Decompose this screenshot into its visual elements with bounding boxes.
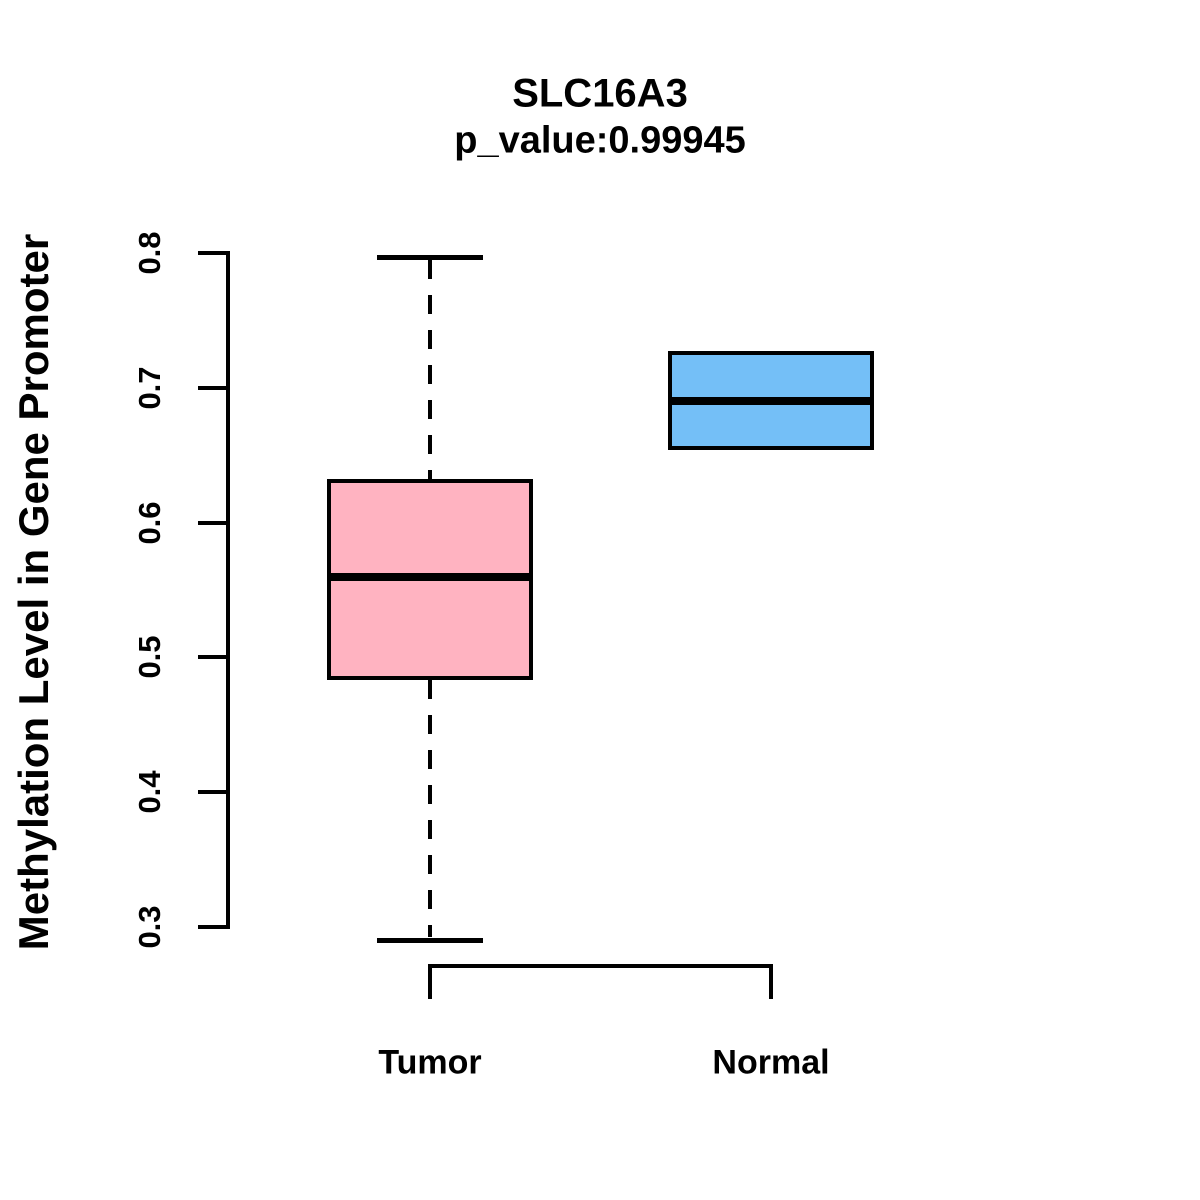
- x-axis-label: Normal: [712, 1043, 830, 1082]
- median-line: [327, 572, 533, 581]
- y-tick: [198, 655, 226, 660]
- y-tick-label: 0.7: [132, 366, 167, 410]
- y-tick: [198, 251, 226, 255]
- y-tick-label: 0.4: [132, 770, 167, 814]
- y-tick: [198, 925, 226, 929]
- x-tick: [428, 968, 432, 999]
- y-tick-label: 0.3: [132, 905, 167, 949]
- chart-subtitle: p_value:0.99945: [454, 119, 746, 162]
- lower-whisker-line: [428, 680, 432, 938]
- x-axis-label: Tumor: [378, 1043, 482, 1082]
- x-axis-line: [428, 964, 773, 968]
- y-tick: [198, 790, 226, 795]
- y-tick-label: 0.5: [132, 635, 167, 679]
- x-tick: [769, 968, 773, 999]
- chart-title: SLC16A3: [512, 71, 688, 116]
- upper-whisker-line: [428, 260, 432, 480]
- y-tick: [198, 385, 226, 390]
- median-line: [668, 397, 874, 406]
- y-axis-line: [226, 251, 230, 929]
- y-tick: [198, 520, 226, 525]
- upper-whisker-cap: [377, 255, 483, 261]
- y-tick-label: 0.6: [132, 501, 167, 545]
- lower-whisker-cap: [377, 938, 483, 944]
- y-tick-label: 0.8: [132, 231, 167, 275]
